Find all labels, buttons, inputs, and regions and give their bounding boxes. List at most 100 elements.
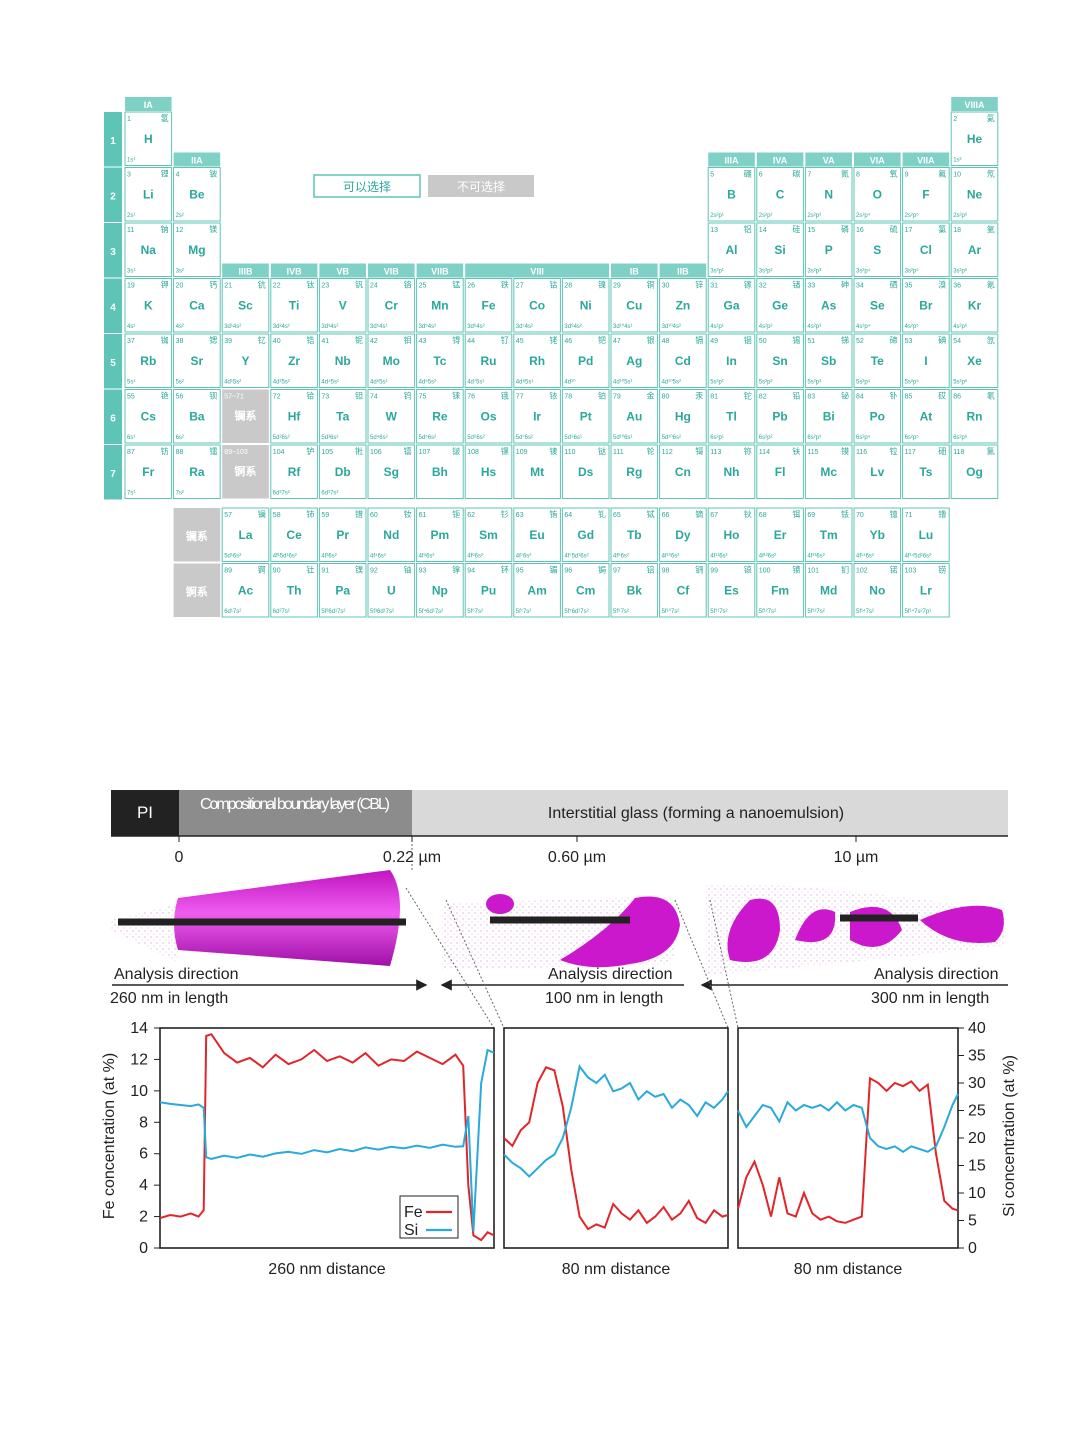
element-cell-Cn[interactable]: 112 鿔 Cn [659,444,707,499]
element-cell-frame[interactable] [367,507,416,562]
element-cell-P[interactable]: 15 磷P 3s²p³ [804,222,853,277]
element-cell-Sc[interactable]: 21 钪 Sc 3d¹4s² [221,278,270,333]
element-cell-Pr[interactable]: 59 镨 Pr 4f³6s² [318,507,367,562]
element-cell-Nb[interactable]: 41 铌 Nb 4d⁴5s¹ [318,333,367,388]
element-cell-frame[interactable] [561,563,610,618]
element-cell-frame[interactable] [853,389,902,444]
element-cell-Fr[interactable]: 87 钫 Fr 7s¹ [124,444,173,499]
element-cell-Sb[interactable]: 51 锑 Sb 5s²p³ [804,333,853,388]
element-cell-Cr[interactable]: 24 铬 Cr 3d⁵4s¹ [367,278,416,333]
element-cell-K[interactable]: 19 钾K 4s¹ [124,278,173,333]
element-cell-frame[interactable] [124,444,173,499]
element-cell-frame[interactable] [318,563,367,618]
element-cell-frame[interactable] [902,563,950,618]
element-cell-frame[interactable] [707,167,756,222]
element-cell-Th[interactable]: 90 钍 Th 6d²7s² [270,563,318,618]
element-cell-frame[interactable] [804,389,853,444]
element-cell-frame[interactable] [367,278,416,333]
element-cell-frame[interactable] [464,444,513,499]
element-cell-Rb[interactable]: 37 铷 Rb 5s¹ [124,333,173,388]
element-cell-Mo[interactable]: 42 钼 Mo 4d⁵5s¹ [367,333,416,388]
element-cell-Yb[interactable]: 70 镱 Yb 4f¹⁴6s² [853,507,902,562]
element-cell-frame[interactable] [950,444,999,499]
element-cell-Ti[interactable]: 22 钛 Ti 3d²4s² [270,278,318,333]
element-cell-frame[interactable] [902,167,950,222]
element-cell-frame[interactable] [367,563,416,618]
element-cell-Ne[interactable]: 10 氖 Ne 2s²p⁶ [950,167,999,222]
element-cell-frame[interactable] [173,167,221,222]
element-cell-frame[interactable] [902,507,950,562]
element-cell-Rn[interactable]: 86 氡 Rn 6s²p⁶ [950,389,999,444]
element-cell-frame[interactable] [221,507,270,562]
element-cell-frame[interactable] [173,222,221,277]
element-cell-frame[interactable] [804,507,853,562]
element-cell-frame[interactable] [416,389,464,444]
element-cell-Ac[interactable]: 89 锕 Ac 6d¹7s² [221,563,270,618]
element-cell-Rf[interactable]: 104 𬬻 Rf 6d²7s² [270,444,318,499]
element-cell-frame[interactable] [318,444,367,499]
element-cell-Se[interactable]: 34 硒 Se 4s²p⁴ [853,278,902,333]
element-cell-frame[interactable] [367,444,416,499]
element-cell-frame[interactable] [853,563,902,618]
element-cell-Zr[interactable]: 40 锆 Zr 4d²5s² [270,333,318,388]
element-cell-frame[interactable] [173,389,221,444]
element-cell-Tb[interactable]: 65 铽 Tb 4f⁹6s² [610,507,659,562]
element-cell-Re[interactable]: 75 铼 Re 5d⁵6s² [416,389,464,444]
element-cell-No[interactable]: 102 锘 No 5f¹⁴7s² [853,563,902,618]
element-cell-frame[interactable] [950,333,999,388]
element-cell-Pu[interactable]: 94 钚 Pu 5f⁶7s² [464,563,513,618]
element-cell-frame[interactable] [902,389,950,444]
element-cell-Ga[interactable]: 31 镓 Ga 4s²p¹ [707,278,756,333]
element-cell-frame[interactable] [513,278,561,333]
element-cell-frame[interactable] [804,333,853,388]
element-cell-frame[interactable] [707,389,756,444]
element-cell-frame[interactable] [318,278,367,333]
element-cell-frame[interactable] [610,333,659,388]
element-cell-frame[interactable] [513,389,561,444]
element-cell-Tl[interactable]: 81 铊 Tl 6s²p¹ [707,389,756,444]
element-cell-Ra[interactable]: 88 镭 Ra 7s² [173,444,221,499]
element-cell-Tm[interactable]: 69 铥Tm 4f¹³6s² [804,507,853,562]
element-cell-Ho[interactable]: 67 钬 Ho 4f¹¹6s² [707,507,756,562]
element-cell-frame[interactable] [902,444,950,499]
element-cell-frame[interactable] [659,507,707,562]
element-cell-frame[interactable] [561,389,610,444]
element-cell-frame[interactable] [318,389,367,444]
element-cell-frame[interactable] [561,444,610,499]
element-cell-Md[interactable]: 101 钔 Md 5f¹³7s² [804,563,853,618]
element-cell-Pm[interactable]: 61 钷Pm 4f⁵6s² [416,507,464,562]
element-cell-La[interactable]: 57 镧 La 5d¹6s² [221,507,270,562]
element-cell-Og[interactable]: 118 鿫 Og [950,444,999,499]
element-cell-frame[interactable] [561,278,610,333]
element-cell-frame[interactable] [950,389,999,444]
element-cell-frame[interactable] [221,563,270,618]
element-cell-Fm[interactable]: 100 镄Fm 5f¹²7s² [756,563,804,618]
element-cell-frame[interactable] [610,507,659,562]
element-cell-Pd[interactable]: 46 钯 Pd 4d¹⁰ [561,333,610,388]
element-cell-frame[interactable] [659,278,707,333]
element-cell-B[interactable]: 5 硼B 2s²p¹ [707,167,756,222]
element-cell-frame[interactable] [270,389,318,444]
element-cell-frame[interactable] [221,278,270,333]
element-cell-Fl[interactable]: 114 𫓧 Fl [756,444,804,499]
element-cell-He[interactable]: 2 氦 He 1s² [950,111,999,166]
legend-selectable-swatch[interactable] [313,174,421,198]
element-cell-frame[interactable] [707,563,756,618]
element-cell-frame[interactable] [902,222,950,277]
element-cell-Mc[interactable]: 115 镆 Mc [804,444,853,499]
element-cell-Pa[interactable]: 91 镤 Pa 5f²6d¹7s² [318,563,367,618]
element-cell-Ts[interactable]: 117 鿬 Ts [902,444,950,499]
element-cell-frame[interactable] [707,444,756,499]
element-cell-frame[interactable] [416,507,464,562]
element-cell-Bi[interactable]: 83 铋 Bi 6s²p³ [804,389,853,444]
element-cell-Cd[interactable]: 48 镉 Cd 4d¹⁰5s² [659,333,707,388]
element-cell-frame[interactable] [270,278,318,333]
element-cell-Mt[interactable]: 109 鿏 Mt [513,444,561,499]
element-cell-Lv[interactable]: 116 𫟷 Lv [853,444,902,499]
element-cell-Po[interactable]: 84 钋 Po 6s²p⁴ [853,389,902,444]
element-cell-Cu[interactable]: 29 铜 Cu 3d¹⁰4s¹ [610,278,659,333]
element-cell-frame[interactable] [464,389,513,444]
element-cell-frame[interactable] [902,333,950,388]
element-cell-Mg[interactable]: 12 镁 Mg 3s² [173,222,221,277]
element-cell-Si[interactable]: 14 硅 Si 3s²p² [756,222,804,277]
